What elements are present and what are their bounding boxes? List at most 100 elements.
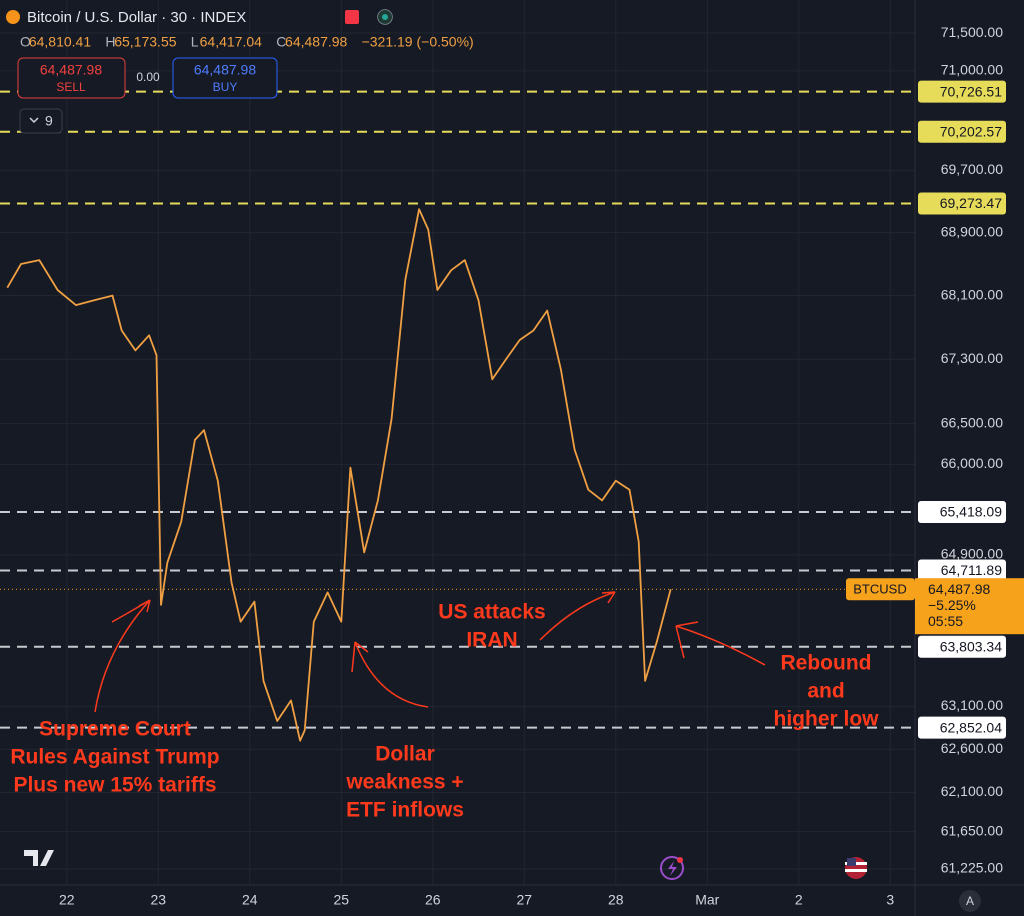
buy-button[interactable] xyxy=(172,57,278,99)
annotation-arrows xyxy=(94,591,766,713)
arrow xyxy=(351,641,429,708)
level-label: 65,418.09 xyxy=(940,504,1002,520)
x-tick-label: 3 xyxy=(886,892,894,908)
y-tick-label: 64,900.00 xyxy=(941,546,1003,562)
ohlc-value: 64,487.98 xyxy=(285,34,347,50)
ohlc-key: O xyxy=(20,34,31,50)
level-label-box xyxy=(918,80,1006,103)
level-label-box xyxy=(918,120,1006,143)
chart-title: Bitcoin / U.S. Dollar · 30 · INDEX xyxy=(27,9,246,26)
arrow xyxy=(94,599,151,713)
y-tick-label: 67,300.00 xyxy=(941,350,1003,366)
level-label-box xyxy=(918,192,1006,215)
price-change: −5.25% xyxy=(928,597,976,613)
annotation: US attacks xyxy=(438,601,545,624)
coin-icon xyxy=(6,10,20,24)
symbol-label: BTCUSD xyxy=(853,582,906,597)
level-label: 62,852.04 xyxy=(940,719,1002,735)
axes: 71,500.00 71,000.00 69,700.00 68,900.00 68,1… xyxy=(59,24,1024,908)
levels xyxy=(0,90,915,729)
level-label-box xyxy=(918,559,1006,582)
buy-price: 64,487.98 xyxy=(194,62,256,78)
logo xyxy=(24,850,54,866)
y-tick-label: 61,650.00 xyxy=(941,822,1003,838)
annotation: Plus new 15% tariffs xyxy=(13,774,216,797)
annotation: Dollar xyxy=(375,743,435,766)
ohlc-key: L xyxy=(191,34,199,50)
ohlc-value: 64,417.04 xyxy=(200,34,262,50)
sell-label: SELL xyxy=(56,80,86,94)
ohlc-change: −321.19 (−0.50%) xyxy=(362,34,474,50)
x-tick-label: 23 xyxy=(151,892,167,908)
svg-text:A: A xyxy=(966,894,974,908)
x-tick-label: 26 xyxy=(425,892,441,908)
ohlc-value: 65,173.55 xyxy=(114,34,176,50)
ohlc: O64,810.41 H65,173.55 L 64,417.04 C64,487.98… xyxy=(20,34,474,50)
y-tick-label: 68,100.00 xyxy=(941,286,1003,302)
y-tick-label: 71,000.00 xyxy=(941,62,1003,78)
indicator-count: 9 xyxy=(45,113,53,129)
grid xyxy=(0,0,915,885)
annotation: Rebound xyxy=(781,652,872,675)
x-tick-label: 22 xyxy=(59,892,75,908)
x-tick-label: 25 xyxy=(334,892,350,908)
price-line-series xyxy=(6,208,672,742)
annotation: IRAN xyxy=(466,629,517,652)
y-tick-label: 71,500.00 xyxy=(941,24,1003,40)
notification-dot xyxy=(677,857,683,863)
level-label: 70,726.51 xyxy=(940,83,1002,99)
level-label: 64,711.89 xyxy=(941,562,1002,578)
annotation: weakness + xyxy=(345,771,463,794)
y-tick-label: 66,500.00 xyxy=(941,414,1003,430)
auto-scale-button[interactable] xyxy=(959,890,981,912)
chevron xyxy=(29,117,39,124)
ohlc-key: H xyxy=(105,34,115,50)
arrow xyxy=(539,591,616,641)
y-tick-label: 62,600.00 xyxy=(941,740,1003,756)
level-label-box xyxy=(918,501,1006,524)
ohlc-key: C xyxy=(276,34,286,50)
y-tick-label: 68,900.00 xyxy=(941,223,1003,239)
level-label: 69,273.47 xyxy=(940,195,1002,211)
status-dot xyxy=(382,14,388,20)
level-label-box xyxy=(918,716,1006,739)
price-label: 64,487.98 xyxy=(928,581,990,597)
level-label: 70,202.57 xyxy=(940,123,1002,139)
x-tick-label: Mar xyxy=(695,892,719,908)
annotation: Rules Against Trump xyxy=(10,746,219,769)
flag-canton xyxy=(847,858,856,866)
arrow xyxy=(675,621,766,666)
lightning xyxy=(668,861,677,876)
flag-icon[interactable] xyxy=(345,10,359,24)
price-box xyxy=(915,578,1024,635)
y-tick-label: 61,225.00 xyxy=(941,860,1003,876)
x-tick-label: 27 xyxy=(517,892,533,908)
flag-stripe xyxy=(845,869,867,872)
sell-price: 64,487.98 xyxy=(40,62,102,78)
symbol-box xyxy=(846,578,915,601)
y-tick-label: 66,000.00 xyxy=(941,455,1003,471)
ohlc-value: 64,810.41 xyxy=(29,34,91,50)
sell-button[interactable] xyxy=(17,57,126,99)
price-countdown: 05:55 xyxy=(928,613,963,629)
x-tick-label: 2 xyxy=(795,892,803,908)
spread: 0.00 xyxy=(136,70,160,84)
y-tick-label: 69,700.00 xyxy=(941,161,1003,177)
annotation: higher low xyxy=(774,708,880,731)
y-tick-label: 63,100.00 xyxy=(941,697,1003,713)
annotation: ETF inflows xyxy=(346,799,464,822)
plot xyxy=(6,208,672,742)
lightning-icon[interactable] xyxy=(660,856,684,880)
x-tick-label: 24 xyxy=(242,892,258,908)
annotation: Supreme Court xyxy=(39,718,191,741)
buy-label: BUY xyxy=(213,80,238,94)
x-tick-label: 28 xyxy=(608,892,624,908)
level-label-box xyxy=(918,635,1006,658)
annotation: and xyxy=(807,680,844,703)
level-label: 63,803.34 xyxy=(940,638,1002,654)
y-tick-label: 62,100.00 xyxy=(941,783,1003,799)
indicators-toggle[interactable] xyxy=(19,108,63,134)
annotations: Supreme Court Rules Against Trump Plus new… xyxy=(10,601,879,822)
